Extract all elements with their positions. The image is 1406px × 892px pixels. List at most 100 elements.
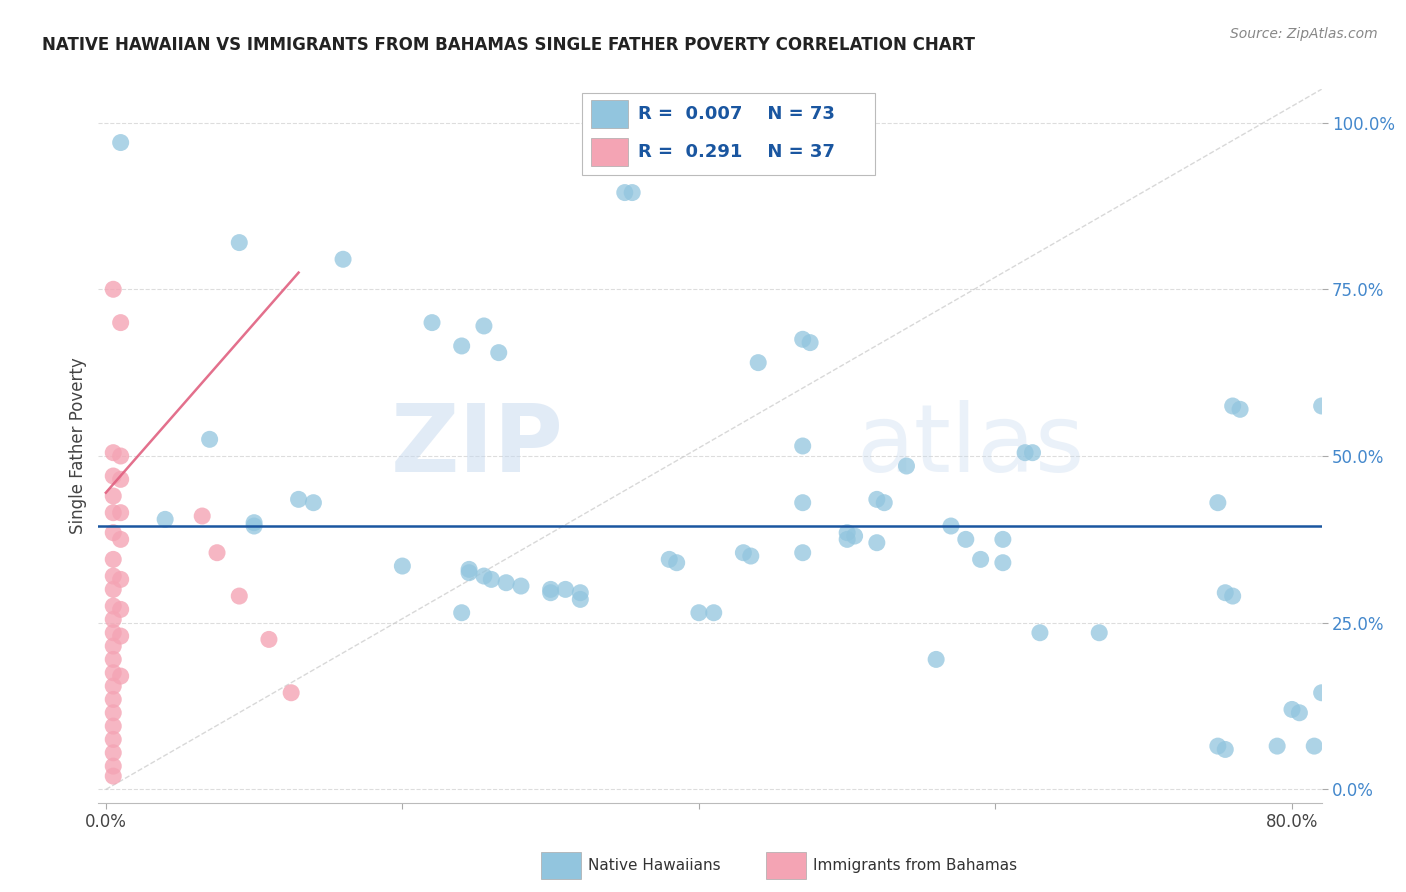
Point [103,732,125,747]
Point [1213,742,1236,756]
Text: NATIVE HAWAIIAN VS IMMIGRANTS FROM BAHAMAS SINGLE FATHER POVERTY CORRELATION CHA: NATIVE HAWAIIAN VS IMMIGRANTS FROM BAHAM… [42,36,976,54]
Point [925,652,948,666]
Point [103,746,125,760]
Point [103,639,125,653]
Point [153,512,176,526]
Point [243,516,266,530]
Point [472,569,495,583]
Point [792,332,814,346]
Point [1021,445,1043,459]
Point [103,692,125,706]
Point [1029,625,1052,640]
Point [110,533,132,547]
Point [688,606,710,620]
Point [472,318,495,333]
Point [458,562,481,576]
Point [110,472,132,486]
Point [658,552,681,566]
Point [1310,686,1333,700]
Point [198,433,221,447]
Point [103,445,125,459]
Point [969,552,991,566]
Point [110,449,132,463]
Point [873,496,896,510]
Text: atlas: atlas [856,400,1085,492]
Point [110,629,132,643]
Point [103,506,125,520]
Point [844,529,866,543]
Point [103,599,125,613]
Point [554,582,576,597]
Point [1288,706,1310,720]
Point [569,592,592,607]
Point [747,356,769,370]
Point [540,585,562,599]
Point [103,706,125,720]
Point [110,136,132,150]
Point [1281,702,1303,716]
Point [110,506,132,520]
Point [740,549,762,563]
Point [488,345,510,359]
Text: R =  0.291    N = 37: R = 0.291 N = 37 [638,143,835,161]
Point [420,316,443,330]
Point [450,339,472,353]
Point [228,589,250,603]
Point [1222,399,1244,413]
Point [280,686,302,700]
Bar [592,100,628,128]
Point [103,719,125,733]
Point [621,186,644,200]
Text: Immigrants from Bahamas: Immigrants from Bahamas [813,858,1017,872]
Point [792,546,814,560]
Point [103,665,125,680]
Point [110,602,132,616]
Point [1206,739,1229,753]
Point [1376,502,1399,516]
Point [1265,739,1288,753]
Point [103,759,125,773]
Text: R =  0.007    N = 73: R = 0.007 N = 73 [638,105,835,123]
Point [205,546,228,560]
Point [458,566,481,580]
Point [1206,496,1229,510]
Point [569,585,592,599]
Point [991,533,1014,547]
Point [939,519,962,533]
Text: Source: ZipAtlas.com: Source: ZipAtlas.com [1230,27,1378,41]
Point [613,186,636,200]
Point [1213,585,1236,599]
Text: Native Hawaiians: Native Hawaiians [588,858,720,872]
Point [866,535,889,549]
Point [955,533,977,547]
Point [1222,589,1244,603]
Point [391,559,413,574]
Point [1014,445,1036,459]
Point [1310,399,1333,413]
Point [837,525,859,540]
Point [110,573,132,587]
Point [103,652,125,666]
Bar [582,93,875,175]
Point [896,458,918,473]
Point [287,492,309,507]
Point [332,252,354,267]
Point [110,669,132,683]
Bar [592,137,628,166]
Point [1088,625,1111,640]
Point [703,606,725,620]
Point [1303,739,1326,753]
Point [540,582,562,597]
Point [103,569,125,583]
Point [792,439,814,453]
Point [733,546,755,560]
Point [866,492,889,507]
Point [495,575,517,590]
Text: ZIP: ZIP [391,400,564,492]
Point [110,316,132,330]
Point [665,556,688,570]
Point [257,632,280,647]
Point [103,679,125,693]
Point [799,335,821,350]
Point [302,496,325,510]
